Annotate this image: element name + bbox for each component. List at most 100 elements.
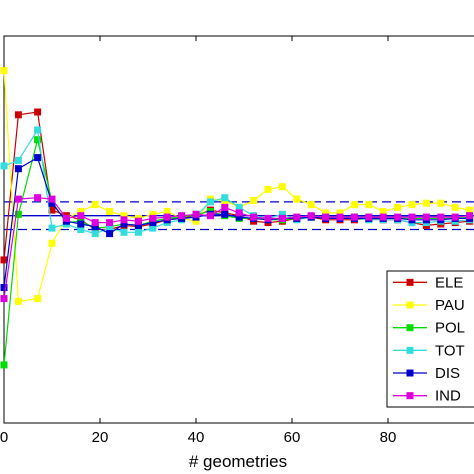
legend-item-ele: ELE xyxy=(393,274,463,291)
data-point-ind xyxy=(178,212,186,220)
data-point-ind xyxy=(336,213,344,221)
data-point-ind xyxy=(322,213,330,221)
data-point-ind xyxy=(206,212,214,220)
x-tick-label: 80 xyxy=(380,429,397,446)
data-point-ind xyxy=(192,210,200,218)
data-point-tot xyxy=(0,162,8,170)
data-point-pau xyxy=(322,209,330,217)
legend-swatch-marker xyxy=(406,301,414,309)
legend-label: PAU xyxy=(435,297,465,314)
series-ind xyxy=(0,194,474,303)
data-point-dis xyxy=(91,223,99,231)
data-point-ele xyxy=(48,206,56,214)
legend-label: DIS xyxy=(435,365,460,382)
x-tick-label: 60 xyxy=(284,429,301,446)
x-tick-label: 20 xyxy=(92,429,109,446)
x-tick-label: 40 xyxy=(188,429,205,446)
data-point-dis xyxy=(120,220,128,228)
data-point-ind xyxy=(307,212,315,220)
data-point-ind xyxy=(106,219,114,227)
data-point-ind xyxy=(293,213,301,221)
data-point-pau xyxy=(48,239,56,247)
data-point-ind xyxy=(408,213,416,221)
legend-box xyxy=(386,270,474,408)
legend-item-tot: TOT xyxy=(393,342,465,359)
data-point-pau xyxy=(365,201,373,209)
data-point-pau xyxy=(0,67,8,75)
data-point-ind xyxy=(422,213,430,221)
data-point-pau xyxy=(91,201,99,209)
data-point-pau xyxy=(350,201,358,209)
legend-swatch-marker xyxy=(406,324,414,332)
data-point-ele xyxy=(34,108,42,116)
x-axis-title: # geometries xyxy=(189,452,287,471)
series-layer xyxy=(0,67,474,369)
legend-item-pol: POL xyxy=(393,320,465,337)
data-point-pau xyxy=(106,208,114,215)
data-point-pau xyxy=(278,183,286,191)
data-point-pau xyxy=(379,208,387,215)
data-point-dis xyxy=(34,154,42,162)
data-point-ind xyxy=(77,212,85,220)
data-point-ind xyxy=(394,213,402,221)
data-point-ind xyxy=(120,216,128,224)
data-point-ele xyxy=(0,256,8,264)
data-point-pol xyxy=(14,210,22,218)
data-point-pau xyxy=(408,201,416,209)
data-point-tot xyxy=(14,156,22,164)
legend-item-ind: IND xyxy=(393,388,461,405)
data-point-dis xyxy=(134,221,142,229)
data-point-dis xyxy=(77,220,85,228)
legend-swatch-marker xyxy=(406,346,414,354)
data-point-ind xyxy=(466,212,474,220)
data-point-pau xyxy=(34,295,42,303)
legend-label: POL xyxy=(435,320,465,337)
data-point-tot xyxy=(221,194,229,202)
data-point-ind xyxy=(365,213,373,221)
data-point-pau xyxy=(163,208,171,215)
data-point-ind xyxy=(235,209,243,217)
legend-item-pau: PAU xyxy=(393,297,465,314)
data-point-tot xyxy=(206,198,214,206)
data-point-dis xyxy=(14,165,22,173)
data-point-pau xyxy=(451,203,459,211)
data-point-ele xyxy=(14,111,22,119)
data-point-pau xyxy=(192,217,200,225)
data-point-ind xyxy=(48,195,56,203)
data-point-pau xyxy=(336,209,344,217)
data-point-pau xyxy=(120,212,128,220)
x-axis-ticks: 0 20 40 60 80 xyxy=(0,36,396,446)
data-point-ind xyxy=(278,214,286,222)
data-point-pau xyxy=(77,208,85,215)
data-point-tot xyxy=(106,224,114,232)
data-point-pau xyxy=(466,206,474,214)
legend-label: ELE xyxy=(435,274,463,291)
data-point-ind xyxy=(250,213,258,221)
data-point-pol xyxy=(34,136,42,144)
data-point-tot xyxy=(149,224,157,232)
data-point-pau xyxy=(14,297,22,305)
legend-item-dis: DIS xyxy=(393,365,460,382)
data-point-tot xyxy=(120,228,128,236)
legend-swatch-marker xyxy=(406,278,414,286)
legend-swatch-marker xyxy=(406,369,414,377)
data-point-tot xyxy=(278,210,286,218)
data-point-ind xyxy=(34,194,42,202)
data-point-ind xyxy=(437,213,445,221)
data-point-dis xyxy=(235,213,243,221)
data-point-ind xyxy=(264,214,272,222)
data-point-ind xyxy=(91,219,99,227)
data-point-ind xyxy=(134,217,142,225)
data-point-ind xyxy=(0,295,8,303)
data-point-dis xyxy=(0,284,8,291)
data-point-ind xyxy=(62,214,70,222)
data-point-tot xyxy=(34,126,42,134)
data-point-ind xyxy=(163,213,171,221)
legend-swatch-marker xyxy=(406,392,414,400)
legend: ELE PAU POL TOT DIS IND xyxy=(386,270,474,408)
data-point-pol xyxy=(0,361,8,369)
data-point-pau xyxy=(394,203,402,211)
data-point-tot xyxy=(77,226,85,233)
data-point-pau xyxy=(422,199,430,207)
